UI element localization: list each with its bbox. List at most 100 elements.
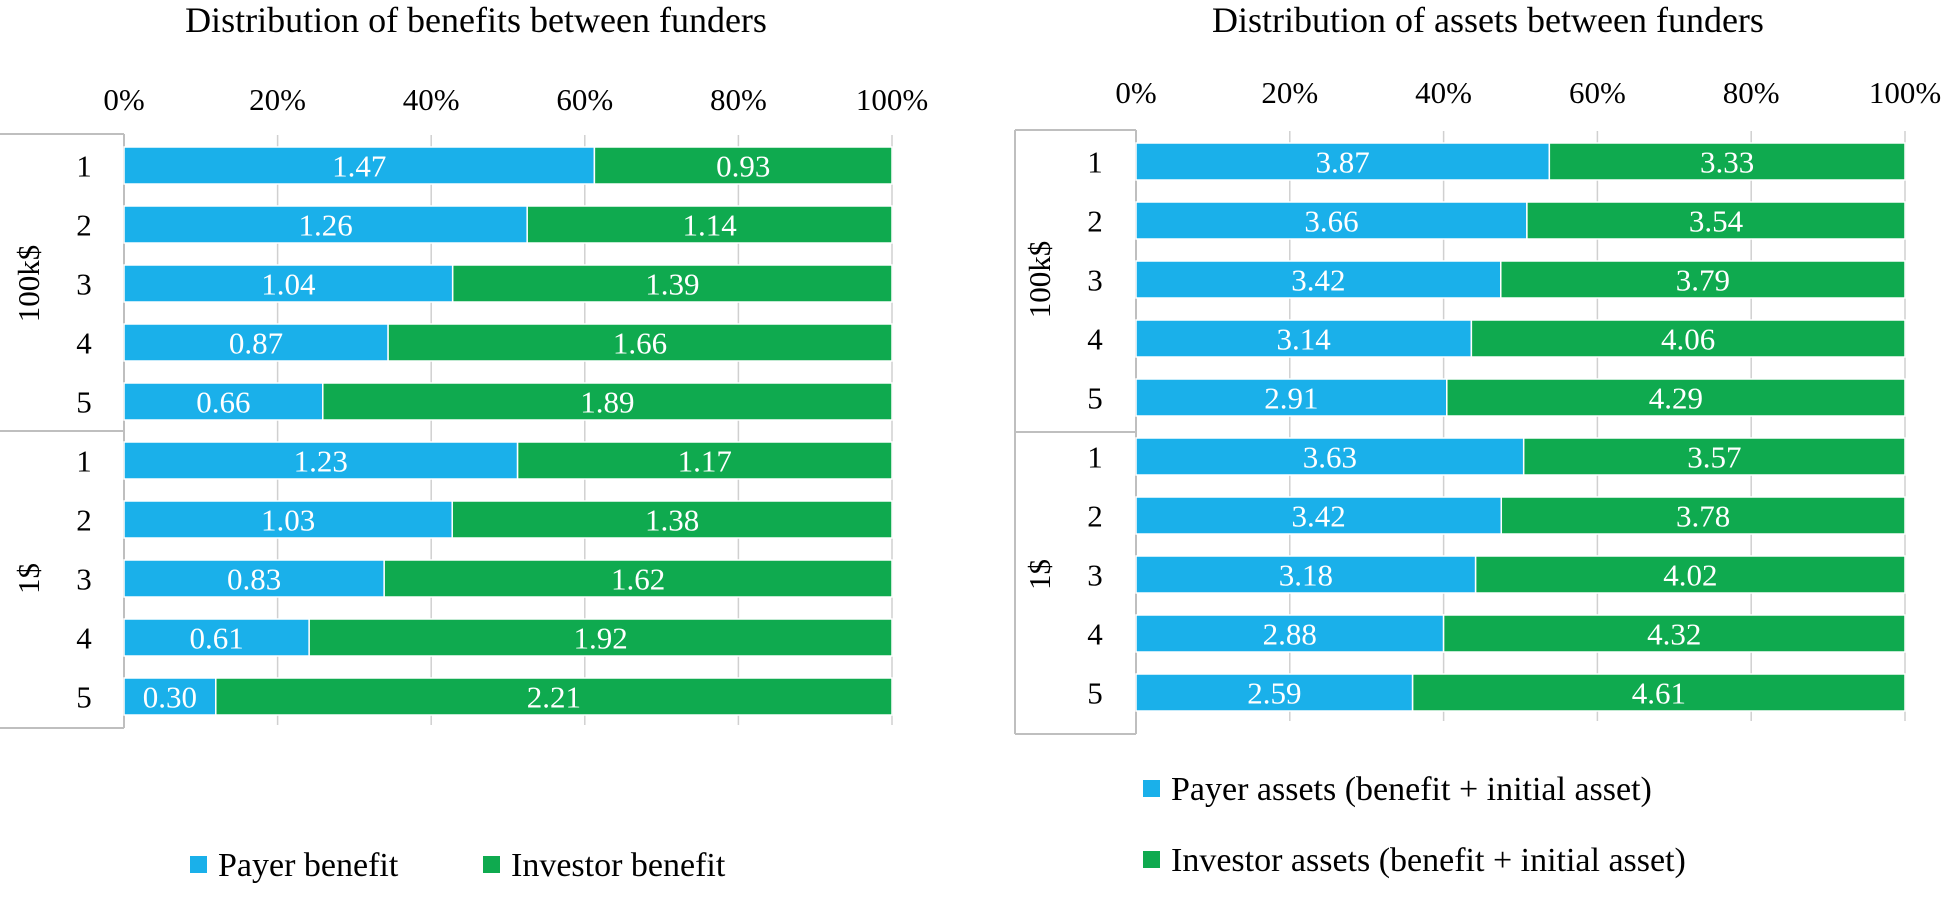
- investor-bar: [383, 559, 893, 598]
- bar-value-label: 1.03: [261, 503, 315, 538]
- investor-bar: [1411, 673, 1906, 712]
- bar-value-label: 3.14: [1277, 322, 1332, 357]
- legend-swatch-payer: [190, 856, 207, 873]
- legend-swatch-investor: [1143, 851, 1160, 868]
- bar-value-label: 3.66: [1304, 204, 1358, 239]
- x-tick-label: 0%: [103, 82, 144, 117]
- bar-value-label: 0.87: [229, 326, 283, 361]
- investor-bar: [593, 146, 893, 185]
- payer-bar: [123, 205, 528, 244]
- payer-bar: [123, 618, 310, 657]
- bar-value-label: 3.87: [1316, 145, 1370, 180]
- category-label: 4: [76, 326, 92, 361]
- chart-title: Distribution of assets between funders: [1212, 0, 1764, 40]
- benefits-chart: Distribution of benefits between funders…: [0, 0, 928, 884]
- investor-bar: [308, 618, 893, 657]
- legend-swatch-payer: [1143, 780, 1160, 797]
- legend-label: Payer assets (benefit + initial asset): [1171, 771, 1652, 808]
- investor-bar: [1500, 260, 1906, 299]
- bar-value-label: 1.89: [580, 385, 634, 420]
- category-label: 1: [76, 444, 92, 479]
- investor-bar: [1522, 437, 1906, 476]
- group-label: 1$: [11, 563, 46, 594]
- assets-chart: Distribution of assets between funders 0%…: [1014, 0, 1941, 879]
- legend-label: Investor benefit: [511, 847, 726, 884]
- bar-value-label: 1.39: [645, 267, 699, 302]
- bar-value-label: 1.62: [611, 562, 665, 597]
- bar-value-label: 3.63: [1303, 440, 1357, 475]
- bar-value-label: 1.14: [682, 208, 737, 243]
- bar-value-label: 1.23: [294, 444, 348, 479]
- group-label: 1$: [1022, 559, 1057, 590]
- investor-bar: [1470, 319, 1906, 358]
- category-label: 1: [1087, 440, 1103, 475]
- x-tick-label: 60%: [1569, 75, 1626, 110]
- bar-value-label: 0.30: [143, 680, 197, 715]
- payer-bar: [1135, 201, 1528, 240]
- bar-value-label: 3.79: [1676, 263, 1730, 298]
- chart-title: Distribution of benefits between funders: [185, 0, 767, 40]
- category-label: 2: [1087, 499, 1103, 534]
- payer-bar: [123, 382, 324, 421]
- bar-value-label: 0.61: [189, 621, 243, 656]
- category-label: 2: [76, 208, 92, 243]
- x-tick-label: 80%: [1723, 75, 1780, 110]
- bar-value-label: 4.61: [1632, 676, 1686, 711]
- investor-bar: [215, 677, 893, 716]
- payer-bar: [1135, 378, 1448, 417]
- payer-bar: [123, 323, 389, 362]
- bar-value-label: 0.66: [196, 385, 250, 420]
- bar-value-label: 1.47: [332, 149, 386, 184]
- category-label: 1: [1087, 145, 1103, 180]
- bar-value-label: 1.04: [261, 267, 316, 302]
- investor-bar: [1446, 378, 1906, 417]
- category-label: 1: [76, 149, 92, 184]
- legend-label: Payer benefit: [218, 847, 399, 884]
- bar-value-label: 3.57: [1687, 440, 1741, 475]
- bar-value-label: 0.93: [716, 149, 770, 184]
- investor-bar: [322, 382, 893, 421]
- payer-bar: [1135, 319, 1473, 358]
- investor-bar: [1526, 201, 1906, 240]
- bar-value-label: 2.59: [1247, 676, 1301, 711]
- payer-bar: [123, 677, 217, 716]
- bar-value-label: 4.06: [1661, 322, 1715, 357]
- bar-value-label: 3.42: [1291, 263, 1345, 298]
- legend-swatch-investor: [483, 856, 500, 873]
- bar-value-label: 1.26: [298, 208, 352, 243]
- payer-bar: [123, 500, 453, 539]
- payer-bar: [1135, 673, 1414, 712]
- bar-value-label: 1.92: [573, 621, 627, 656]
- bar-value-label: 3.78: [1676, 499, 1730, 534]
- category-label: 3: [76, 562, 92, 597]
- payer-bar: [123, 264, 454, 303]
- category-label: 5: [1087, 381, 1103, 416]
- legend: Payer assets (benefit + initial asset) In…: [1143, 771, 1686, 879]
- category-label: 4: [1087, 617, 1103, 652]
- bar-value-label: 4.02: [1663, 558, 1717, 593]
- bar-value-label: 1.38: [645, 503, 699, 538]
- x-tick-label: 80%: [710, 82, 767, 117]
- bar-value-label: 1.66: [613, 326, 667, 361]
- group-label: 100k$: [1022, 241, 1057, 319]
- bar-value-label: 3.18: [1279, 558, 1333, 593]
- x-tick-label: 20%: [249, 82, 306, 117]
- category-label: 2: [76, 503, 92, 538]
- bar-value-label: 1.17: [678, 444, 732, 479]
- investor-bar: [526, 205, 893, 244]
- payer-bar: [1135, 555, 1477, 594]
- x-tick-label: 100%: [856, 82, 928, 117]
- category-label: 5: [1087, 676, 1103, 711]
- bar-value-label: 3.42: [1292, 499, 1346, 534]
- bar-value-label: 0.83: [227, 562, 281, 597]
- investor-bar: [451, 500, 893, 539]
- payer-bar: [1135, 614, 1445, 653]
- x-tick-label: 0%: [1115, 75, 1156, 110]
- bar-value-label: 4.32: [1647, 617, 1701, 652]
- investor-bar: [516, 441, 893, 480]
- x-tick-label: 40%: [403, 82, 460, 117]
- x-tick-label: 60%: [556, 82, 613, 117]
- legend-label: Investor assets (benefit + initial asset…: [1171, 842, 1686, 879]
- payer-bar: [123, 441, 519, 480]
